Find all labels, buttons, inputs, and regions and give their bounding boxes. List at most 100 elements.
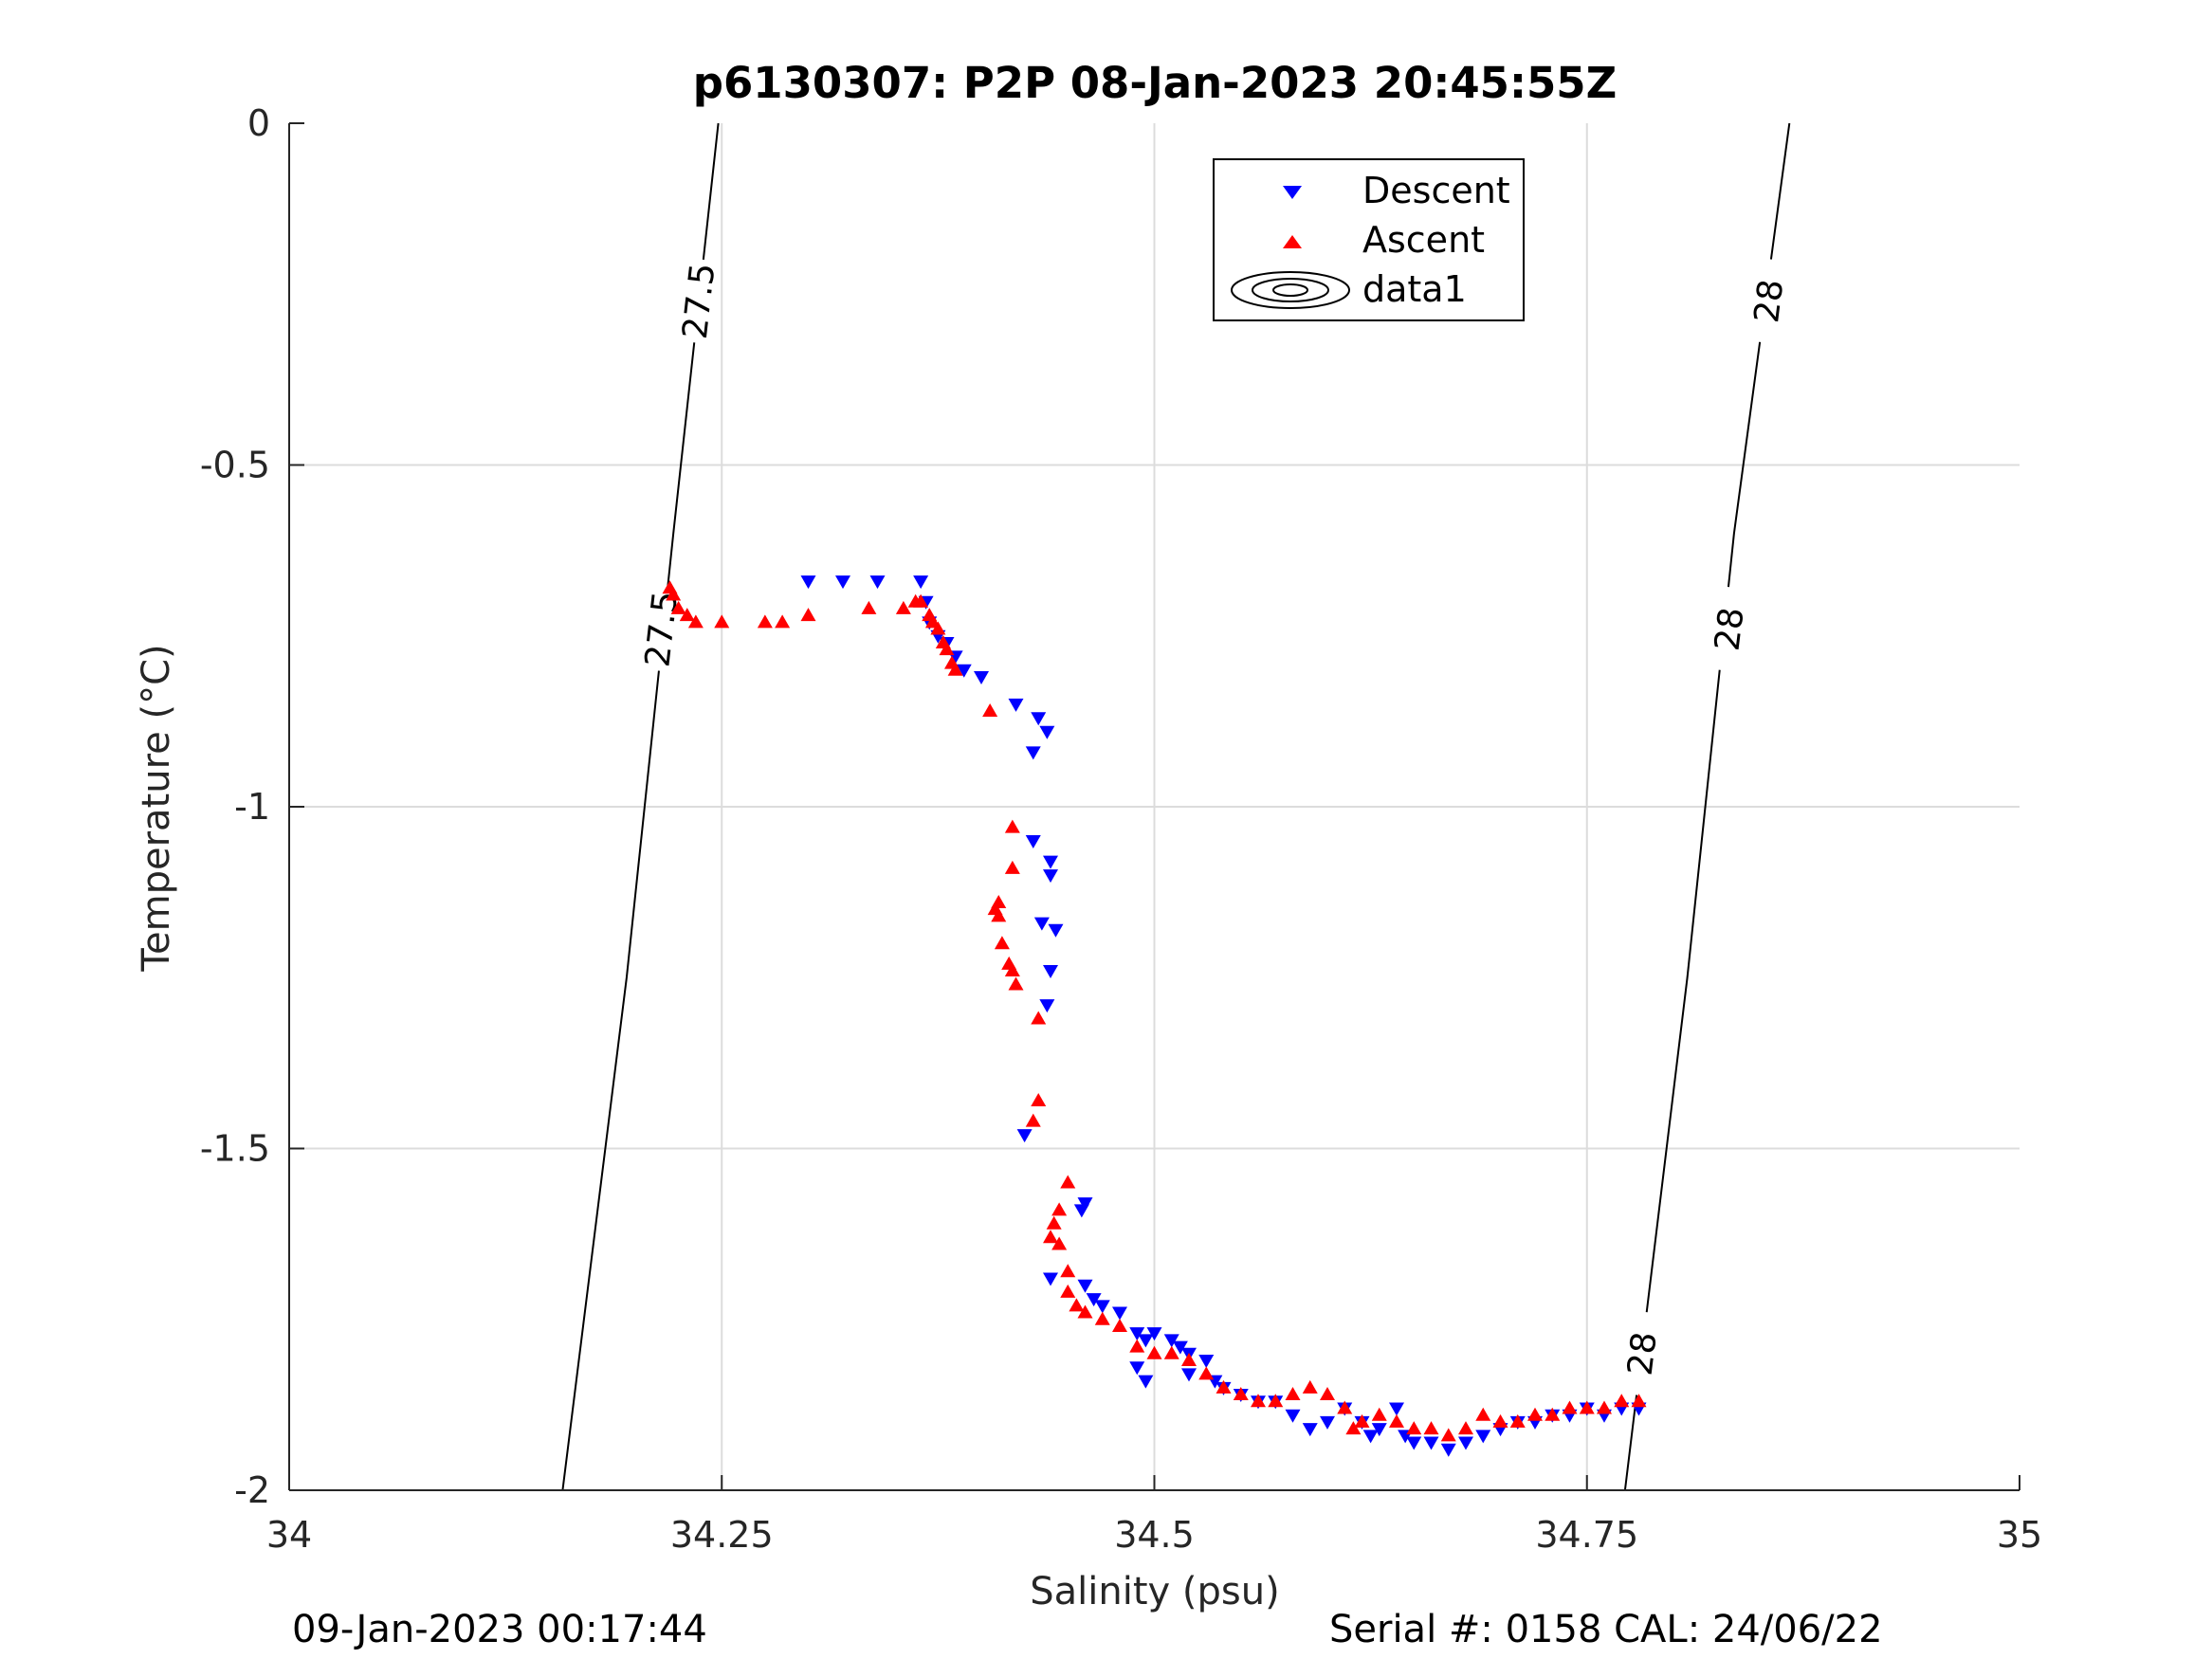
isopycnal-label-bg — [1619, 1309, 1664, 1397]
isopycnal-label-group: 28 — [1746, 257, 1791, 345]
descent-marker — [1172, 1340, 1188, 1355]
axes — [288, 122, 2020, 1491]
ascent-marker — [1051, 1202, 1068, 1216]
isopycnal-label: 28 — [1747, 277, 1791, 324]
y-axis-label: Temperature (°C) — [135, 644, 178, 972]
ascent-marker — [1579, 1400, 1595, 1414]
x-tick-label: 34.75 — [1535, 1514, 1638, 1556]
isopycnal-label-group: 27.5 — [676, 257, 723, 345]
legend-ascent-marker — [1283, 235, 1302, 248]
legend-data1-label: data1 — [1362, 268, 1467, 310]
descent-marker — [1033, 917, 1050, 931]
descent-marker — [800, 575, 816, 590]
footer-right-serial: Serial #: 0158 CAL: 24/06/22 — [1329, 1608, 1883, 1651]
ascent-marker — [1181, 1353, 1197, 1367]
ascent-marker — [991, 908, 1007, 922]
ascent-marker — [1251, 1394, 1266, 1408]
descent-marker — [1371, 1423, 1387, 1437]
ascent-marker — [1302, 1379, 1318, 1394]
isopycnal-label-group: 28 — [1619, 1309, 1665, 1397]
ascent-marker — [994, 936, 1010, 950]
ascent-marker — [1458, 1421, 1473, 1435]
legend: Descent Ascent data1 — [1213, 158, 1525, 321]
ascent-marker — [1440, 1428, 1456, 1442]
ascent-marker — [1492, 1413, 1508, 1428]
chart-title: p6130307: P2P 08-Jan-2023 20:45:55Z — [693, 58, 1618, 108]
ascent-marker — [1389, 1413, 1404, 1428]
descent-marker — [1043, 965, 1058, 979]
descent-marker — [1031, 712, 1047, 726]
isopycnal-label-group: 28 — [1706, 585, 1752, 673]
ascent-marker — [1008, 976, 1024, 991]
descent-marker — [1138, 1334, 1154, 1348]
descent-marker — [913, 575, 929, 590]
descent-marker — [1039, 999, 1055, 1013]
ascent-marker — [670, 600, 686, 614]
ascent-marker — [1345, 1421, 1362, 1435]
descent-marker — [1406, 1436, 1422, 1450]
descent-marker — [1016, 1129, 1033, 1143]
ascent-marker — [1233, 1387, 1249, 1401]
x-tick-label: 34 — [266, 1514, 312, 1556]
descent-marker — [1043, 1272, 1058, 1286]
descent-marker — [1423, 1436, 1439, 1450]
descent-marker — [1475, 1430, 1491, 1444]
descent-marker — [1043, 855, 1058, 869]
descent-marker — [1077, 1279, 1093, 1293]
ascent-marker — [1268, 1394, 1284, 1408]
x-tick-label: 34.5 — [1114, 1514, 1195, 1556]
descent-marker — [1077, 1197, 1093, 1212]
ascent-marker — [1562, 1400, 1578, 1414]
isopycnal-label: 28 — [1708, 605, 1751, 652]
descent-marker — [1048, 923, 1064, 938]
ascent-marker — [775, 614, 791, 629]
ascent-marker — [1406, 1421, 1422, 1435]
ascent-marker — [939, 642, 955, 656]
footer-left-timestamp: 09-Jan-2023 00:17:44 — [292, 1608, 707, 1651]
legend-descent-label: Descent — [1362, 170, 1510, 211]
descent-marker — [1285, 1409, 1301, 1423]
descent-marker — [1458, 1436, 1473, 1450]
descent-marker — [1086, 1293, 1102, 1307]
ascent-marker — [1527, 1407, 1543, 1421]
descent-marker — [1163, 1334, 1179, 1348]
ascent-marker — [1031, 1011, 1047, 1025]
descent-marker — [1146, 1327, 1162, 1341]
descent-marker — [974, 671, 989, 685]
descent-marker — [1181, 1368, 1197, 1382]
tick-labels: 34 34.25 34.5 34.75 35 0 -0.5 -1 -1.5 -2 — [200, 102, 2042, 1556]
descent-marker — [1320, 1415, 1335, 1430]
descent-marker — [1025, 746, 1041, 760]
descent-marker — [1043, 869, 1058, 884]
ascent-marker — [714, 614, 730, 629]
x-axis-label: Salinity (psu) — [1030, 1570, 1279, 1613]
ascent-marker — [861, 600, 877, 614]
isopycnal-label-bg — [676, 257, 721, 345]
ascent-marker — [1216, 1379, 1232, 1394]
legend-ascent-label: Ascent — [1362, 219, 1485, 261]
descent-marker — [1198, 1355, 1215, 1369]
y-tick-label: -0.5 — [200, 445, 270, 486]
ascent-marker — [757, 614, 773, 629]
ascent-marker — [1371, 1407, 1387, 1421]
ascent-marker — [1069, 1298, 1085, 1312]
ascent-marker — [1320, 1387, 1335, 1401]
descent-marker — [1389, 1402, 1404, 1416]
ascent-marker — [913, 593, 929, 608]
legend-contour-icon — [1231, 271, 1350, 309]
ascent-marker — [1614, 1394, 1630, 1408]
ascent-marker — [1597, 1400, 1612, 1414]
ascent-marker — [895, 600, 911, 614]
plot-area: 27.5 27.5 28 28 28 34 34.25 34.5 34.75 35 0 -0.5 -1… — [200, 102, 2042, 1556]
x-tick-label: 34.25 — [670, 1514, 774, 1556]
ascent-marker — [666, 587, 682, 601]
isopycnal-label-bg — [1706, 585, 1751, 673]
isopycnal-contours: 27.5 27.5 28 28 28 — [561, 122, 1791, 1491]
isopycnal-label-bg — [1746, 257, 1790, 345]
legend-box — [1213, 158, 1525, 321]
ascent-marker — [800, 608, 816, 622]
ascent-marker — [1337, 1400, 1353, 1414]
ascent-marker — [1509, 1413, 1526, 1428]
ascent-marker — [1163, 1345, 1179, 1359]
